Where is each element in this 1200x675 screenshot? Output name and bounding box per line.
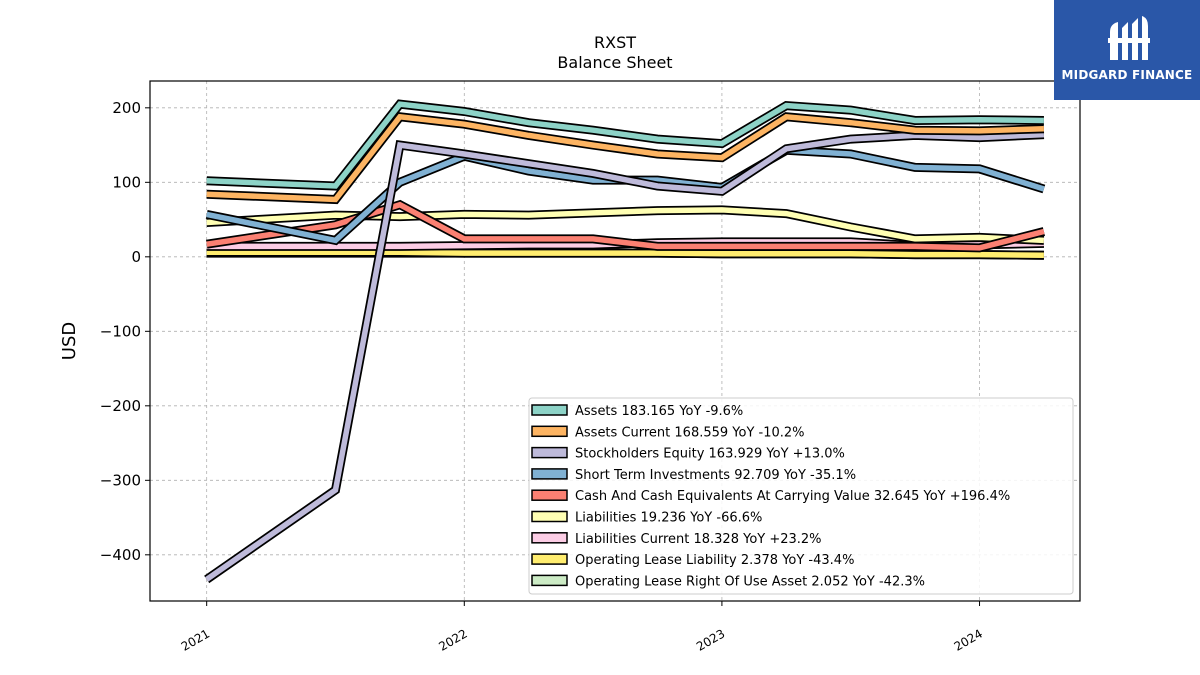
series-1	[206, 112, 1045, 205]
series-4	[206, 199, 1046, 253]
legend-swatch	[531, 404, 568, 416]
x-tick-label: 2022	[436, 626, 469, 653]
series-line	[206, 101, 1044, 189]
x-tick-label: 2021	[179, 626, 212, 653]
legend-item: Assets Current 168.559 YoY -10.2%	[531, 425, 805, 440]
series-3	[205, 145, 1046, 246]
legend-label: Assets Current 168.559 YoY -10.2%	[575, 425, 805, 440]
legend-item: Liabilities Current 18.328 YoY +23.2%	[531, 532, 822, 547]
plot-frame	[149, 80, 1081, 602]
legend-swatch	[531, 532, 568, 544]
legend-swatch	[531, 468, 568, 480]
legend-swatch	[531, 553, 568, 565]
chart-subtitle: Balance Sheet	[557, 53, 672, 72]
y-tick-label: −300	[100, 471, 141, 489]
legend-item: Cash And Cash Equivalents At Carrying Va…	[531, 489, 1010, 504]
y-axis-label: USD	[59, 322, 80, 360]
legend-swatch	[531, 489, 568, 501]
legend-label: Operating Lease Right Of Use Asset 2.052…	[575, 574, 925, 589]
legend-item: Assets 183.165 YoY -9.6%	[531, 404, 743, 419]
legend-label: Assets 183.165 YoY -9.6%	[575, 404, 743, 419]
series-line	[206, 201, 1045, 251]
series-0	[206, 99, 1044, 191]
y-tick-label: 200	[112, 99, 141, 117]
legend-label: Stockholders Equity 163.929 YoY +13.0%	[575, 447, 845, 462]
brand-logo: MIDGARD FINANCE	[1054, 0, 1200, 100]
legend-item: Stockholders Equity 163.929 YoY +13.0%	[531, 446, 845, 462]
legend-item: Operating Lease Right Of Use Asset 2.052…	[531, 574, 925, 589]
legend-label: Liabilities 19.236 YoY -66.6%	[575, 511, 762, 526]
legend-label: Short Term Investments 92.709 YoY -35.1%	[575, 468, 856, 483]
series-2	[204, 130, 1045, 584]
y-tick-label: 100	[112, 173, 141, 191]
y-tick-label: 0	[131, 248, 141, 266]
legend-item: Short Term Investments 92.709 YoY -35.1%	[531, 468, 856, 483]
legend-swatch	[531, 574, 568, 587]
x-tick-label: 2024	[952, 626, 985, 653]
legend-label: Operating Lease Liability 2.378 YoY -43.…	[575, 553, 854, 568]
series-7	[206, 247, 1044, 260]
series-5	[206, 205, 1045, 245]
chart-title: RXST	[594, 33, 636, 52]
series-line	[206, 249, 1044, 259]
series-line	[206, 147, 1045, 244]
legend-label: Liabilities Current 18.328 YoY +23.2%	[575, 532, 822, 547]
legend: Assets 183.165 YoY -9.6% Assets Current 1…	[528, 397, 1074, 595]
series-line	[206, 113, 1044, 203]
series-line	[206, 207, 1045, 244]
legend-swatch	[531, 510, 568, 523]
legend-item: Operating Lease Liability 2.378 YoY -43.…	[531, 553, 854, 568]
series-lines	[204, 99, 1046, 584]
series-line	[205, 131, 1045, 582]
y-axis: 200 100 0 −100 −200 −300 −400	[100, 99, 150, 564]
legend-label: Cash And Cash Equivalents At Carrying Va…	[575, 489, 1010, 504]
legend-box	[528, 397, 1074, 595]
legend-swatch	[531, 425, 568, 438]
x-tick-label: 2023	[694, 626, 727, 653]
y-tick-label: −100	[100, 322, 141, 340]
y-tick-label: −400	[100, 546, 141, 564]
midgard-logo-icon	[1108, 16, 1150, 60]
y-tick-label: −200	[100, 397, 141, 415]
x-axis: 2021 2022 2023 2024	[179, 601, 985, 654]
brand-name: MIDGARD FINANCE	[1061, 68, 1193, 82]
legend-swatch	[531, 446, 568, 459]
legend-item: Liabilities 19.236 YoY -66.6%	[531, 510, 762, 526]
